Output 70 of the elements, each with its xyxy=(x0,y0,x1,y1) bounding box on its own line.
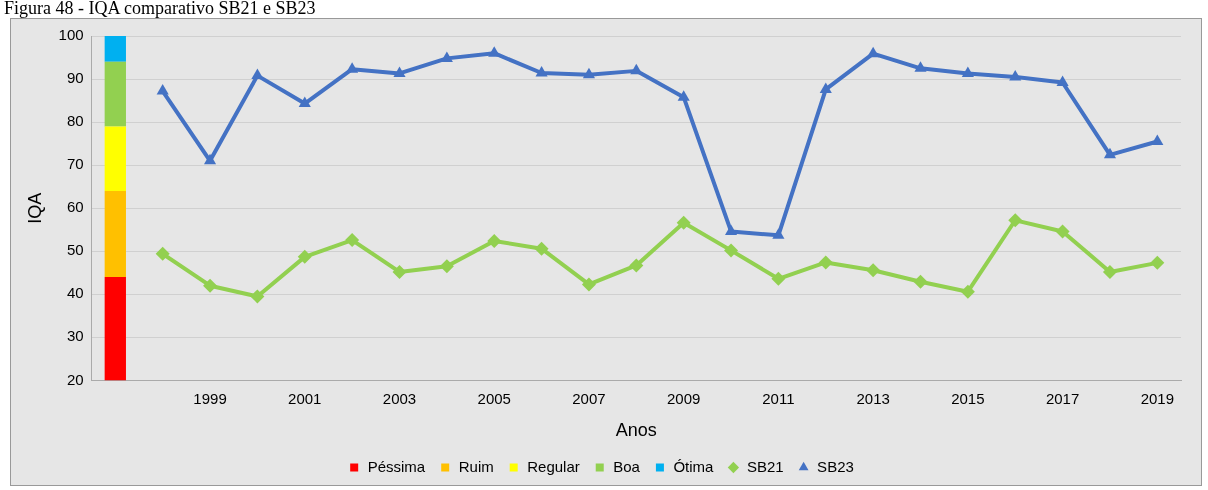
x-tick-label: 2013 xyxy=(856,389,890,407)
point xyxy=(818,255,833,270)
point xyxy=(156,84,169,95)
x-tick-label: 2011 xyxy=(762,389,795,407)
y-tick-label: 20 xyxy=(66,370,84,388)
point xyxy=(250,289,265,304)
y-tick-label: 60 xyxy=(66,198,84,216)
point xyxy=(677,90,690,101)
point xyxy=(914,61,927,72)
point xyxy=(1150,255,1165,270)
legend-label: Ruim xyxy=(458,457,494,475)
x-tick-label: 2007 xyxy=(572,389,606,407)
point xyxy=(913,274,928,289)
point xyxy=(392,264,407,279)
x-tick-label: 2017 xyxy=(1045,389,1080,407)
point xyxy=(345,233,360,248)
point xyxy=(867,46,880,58)
point xyxy=(1055,224,1070,239)
point xyxy=(581,277,596,292)
x-axis-title: Anos xyxy=(615,420,657,441)
point xyxy=(1009,69,1022,81)
point xyxy=(819,82,832,93)
legend-label: SB23 xyxy=(817,457,854,475)
legend-label: SB21 xyxy=(746,457,784,475)
point xyxy=(961,66,974,77)
point xyxy=(582,67,596,79)
point xyxy=(960,284,975,299)
point xyxy=(629,258,644,273)
x-tick-label: 2015 xyxy=(951,389,985,407)
point xyxy=(724,224,738,235)
point xyxy=(772,228,785,239)
x-tick-label: 1999 xyxy=(193,389,227,407)
y-tick-label: 70 xyxy=(66,155,84,173)
point xyxy=(724,243,739,258)
point xyxy=(534,241,549,256)
point xyxy=(346,62,359,73)
point xyxy=(535,66,548,77)
point xyxy=(298,96,311,108)
x-tick-label: 2019 xyxy=(1140,389,1175,407)
y-tick-label: 80 xyxy=(66,112,84,130)
point xyxy=(487,233,502,248)
legend-label: Regular xyxy=(527,457,580,475)
y-axis-title: IQA xyxy=(24,192,45,224)
legend-label: Péssima xyxy=(367,457,426,475)
point xyxy=(439,259,454,274)
y-tick-label: 100 xyxy=(58,26,84,44)
point xyxy=(1103,147,1117,159)
point xyxy=(1008,213,1023,228)
y-tick-label: 90 xyxy=(66,69,84,87)
x-tick-label: 2001 xyxy=(288,389,322,407)
point xyxy=(866,263,881,278)
point xyxy=(203,153,217,165)
point xyxy=(155,246,170,261)
y-tick-label: 50 xyxy=(66,241,84,259)
point xyxy=(393,66,406,77)
point xyxy=(251,68,264,80)
chart-title: Figura 48 - IQA comparativo SB21 e SB23 xyxy=(4,0,316,19)
x-tick-label: 2009 xyxy=(666,389,701,407)
point xyxy=(676,215,691,230)
point xyxy=(297,249,312,264)
point xyxy=(771,271,786,286)
y-tick-label: 30 xyxy=(66,327,84,345)
legend-label: Ótima xyxy=(673,457,715,475)
x-tick-label: 2003 xyxy=(382,389,417,407)
point xyxy=(1056,75,1069,86)
point xyxy=(203,278,218,293)
y-tick-label: 40 xyxy=(66,284,84,302)
x-tick-label: 2005 xyxy=(477,389,511,407)
point xyxy=(1102,264,1117,279)
legend-label: Boa xyxy=(613,457,641,475)
